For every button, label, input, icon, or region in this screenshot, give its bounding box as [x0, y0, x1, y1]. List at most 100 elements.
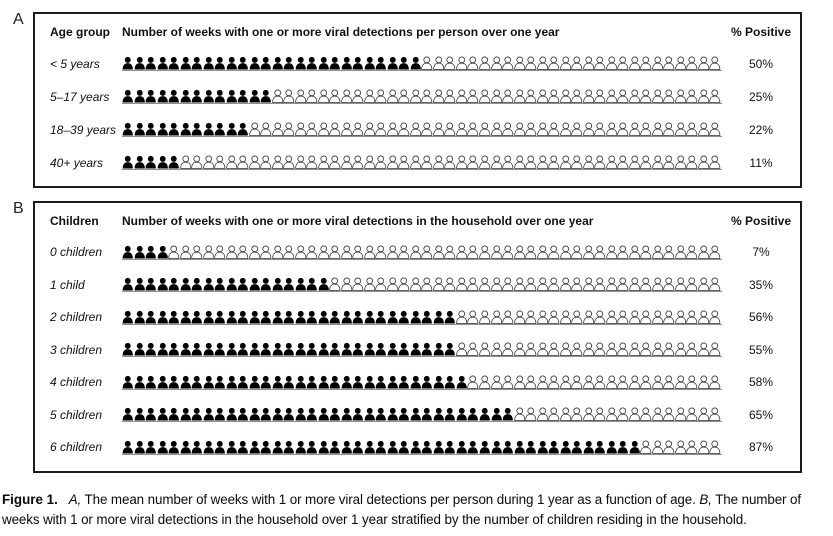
person-icon: [617, 310, 629, 324]
person-icon: [433, 56, 445, 70]
person-icon: [272, 343, 283, 356]
person-icon: [548, 56, 560, 70]
person-icon: [617, 342, 629, 357]
person-icon: [283, 245, 295, 259]
person-icon: [536, 375, 548, 389]
pct-positive-value: 22%: [748, 122, 774, 137]
person-icon: [180, 89, 191, 103]
person-icon: [318, 343, 329, 356]
person-icon: [640, 56, 652, 70]
person-icon: [180, 343, 191, 356]
pictograph-row: 0 children 7%: [35, 236, 800, 269]
person-icon: [502, 440, 513, 454]
person-icon: [651, 155, 664, 169]
person-icon: [456, 277, 468, 292]
person-icon: [272, 440, 283, 454]
person-icon: [421, 56, 433, 70]
person-icon: [548, 89, 560, 103]
person-icon: [594, 89, 606, 103]
person-icon: [640, 342, 652, 357]
person-icon: [364, 343, 375, 356]
panel-b-rows: 0 children 7% 1 child 35% 2 children 56% 3 chi…: [35, 236, 800, 464]
person-icon: [709, 56, 721, 70]
person-icon: [271, 89, 283, 103]
person-icon: [157, 408, 168, 421]
person-icon: [548, 407, 560, 422]
person-icon: [422, 440, 433, 454]
person-icon: [421, 277, 433, 292]
person-icon: [571, 342, 583, 357]
person-icon: [559, 407, 571, 422]
person-icon: [525, 89, 537, 103]
person-icon: [283, 440, 295, 454]
column-header-weeks: Number of weeks with one or more viral d…: [122, 25, 560, 39]
person-icon: [628, 122, 640, 136]
person-icon: [306, 440, 318, 454]
person-icon: [191, 375, 202, 389]
panel-a-rows: < 5 years 50% 5–17 years 25% 18–39 years 22% 4…: [35, 47, 800, 179]
icon-strip: [122, 407, 722, 423]
person-icon: [168, 375, 179, 389]
person-icon: [410, 277, 422, 292]
icon-strip: [122, 342, 722, 358]
figure-caption: Figure 1. A, The mean number of weeks wi…: [2, 490, 830, 532]
person-icon: [617, 155, 629, 169]
person-icon: [628, 277, 640, 292]
person-icon: [490, 89, 502, 103]
row-label: 2 children: [50, 310, 103, 325]
person-icon: [352, 89, 364, 103]
person-icon: [191, 89, 202, 103]
person-icon: [122, 440, 133, 454]
person-icon: [398, 277, 410, 292]
person-icon: [628, 342, 640, 357]
person-icon: [237, 440, 249, 454]
panel-b-box: Children Number of weeks with one or mor…: [33, 201, 802, 473]
person-icon: [203, 56, 214, 70]
person-icon: [202, 245, 214, 259]
person-icon: [214, 89, 226, 103]
pictograph-row: 18–39 years 22%: [35, 113, 800, 146]
person-icon: [594, 407, 606, 422]
person-icon: [571, 155, 583, 169]
person-icon: [559, 122, 571, 136]
person-icon: [571, 277, 583, 292]
person-icon: [145, 310, 156, 324]
person-icon: [651, 122, 664, 136]
row-label: 6 children: [50, 440, 103, 455]
person-icon: [582, 155, 594, 169]
person-icon: [422, 343, 433, 356]
person-icon: [341, 343, 352, 356]
person-icon: [514, 440, 525, 454]
person-icon: [180, 375, 191, 389]
person-icon: [318, 56, 329, 70]
person-icon: [651, 440, 664, 454]
person-icon: [295, 408, 306, 421]
person-icon: [203, 343, 214, 356]
person-icon: [674, 342, 687, 357]
person-icon: [456, 245, 468, 259]
person-icon: [525, 277, 537, 292]
person-icon: [145, 56, 156, 70]
row-label: 4 children: [50, 375, 103, 390]
person-icon: [318, 408, 329, 421]
person-icon: [398, 310, 410, 324]
person-icon: [249, 56, 260, 70]
person-icon: [329, 375, 341, 389]
person-icon: [168, 89, 179, 103]
person-icon: [134, 375, 145, 389]
person-icon: [387, 89, 399, 103]
person-icon: [318, 440, 329, 454]
person-icon: [444, 245, 456, 259]
person-icon: [226, 375, 237, 389]
person-icon: [283, 278, 295, 291]
person-icon: [168, 310, 179, 324]
person-icon: [559, 375, 571, 389]
person-icon: [433, 408, 444, 421]
person-icon: [364, 277, 376, 292]
person-icon: [433, 155, 445, 169]
person-icon: [479, 122, 491, 136]
person-icon: [559, 310, 571, 324]
icon-strip: [122, 155, 722, 170]
person-icon: [583, 440, 594, 454]
person-icon: [306, 155, 318, 169]
